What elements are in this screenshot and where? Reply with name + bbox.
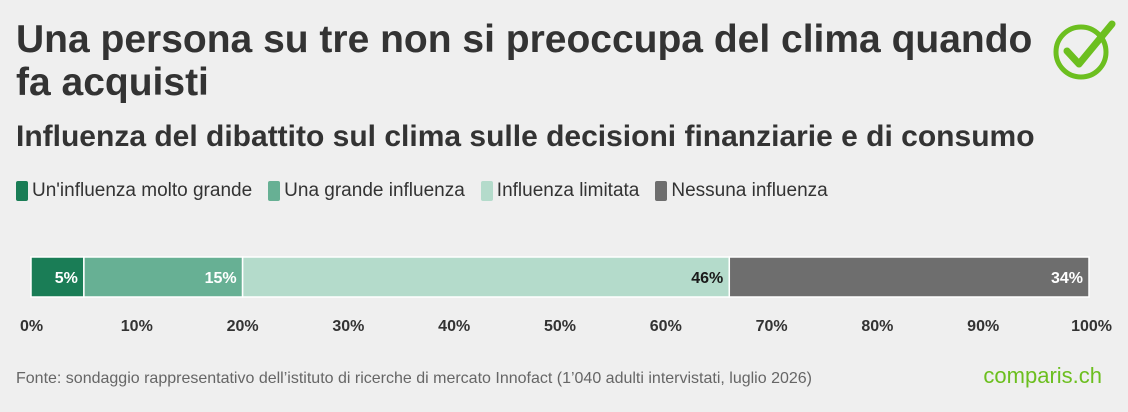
x-tick-label: 0%: [20, 318, 43, 335]
data-label: 46%: [691, 270, 723, 287]
data-label: 34%: [1051, 270, 1083, 287]
bar-segment: [83, 256, 244, 298]
brand-logo: comparis.ch: [983, 363, 1102, 388]
check-circle-icon: [1053, 20, 1116, 80]
chart-subtitle: Influenza del dibattito sul clima sulle …: [16, 120, 1035, 153]
bar-segment: [728, 256, 1090, 298]
x-tick-label: 50%: [544, 318, 576, 335]
x-tick-label: 80%: [861, 318, 893, 335]
legend-label: Un'influenza molto grande: [32, 180, 253, 201]
legend-label: Nessuna influenza: [671, 180, 828, 201]
x-tick-label: 100%: [1071, 318, 1112, 335]
bar-segment: [241, 256, 731, 298]
x-tick-label: 70%: [756, 318, 788, 335]
chart-title: Una persona su tre non si preoccupa del …: [16, 18, 1033, 104]
legend-item-limitata: Influenza limitata: [480, 180, 640, 202]
data-label: 5%: [55, 270, 78, 287]
x-tick-label: 40%: [438, 318, 470, 335]
x-tick-label: 20%: [227, 318, 259, 335]
bar-segment: [30, 256, 85, 298]
stacked-bar-chart: 5% 15% 46% 34% 0% 10% 20% 30% 40% 50% 60% 70% 80% 90%…: [20, 256, 1112, 335]
legend-label: Una grande influenza: [284, 180, 465, 201]
legend-item-grande: Una grande influenza: [268, 180, 465, 202]
x-tick-label: 30%: [332, 318, 364, 335]
legend-swatch: [480, 181, 493, 201]
x-tick-label: 10%: [121, 318, 153, 335]
chart-legend: Un'influenza molto grande Una grande inf…: [16, 180, 828, 202]
legend-swatch: [655, 181, 668, 201]
legend-item-nessuna: Nessuna influenza: [655, 180, 828, 202]
source-note: Fonte: sondaggio rappresentativo dell’is…: [16, 370, 812, 387]
legend-item-molto-grande: Un'influenza molto grande: [16, 180, 252, 202]
x-tick-label: 90%: [967, 318, 999, 335]
legend-label: Influenza limitata: [496, 180, 640, 201]
legend-swatch: [16, 181, 28, 201]
legend-swatch: [268, 181, 281, 201]
data-label: 15%: [205, 270, 237, 287]
x-tick-label: 60%: [650, 318, 682, 335]
